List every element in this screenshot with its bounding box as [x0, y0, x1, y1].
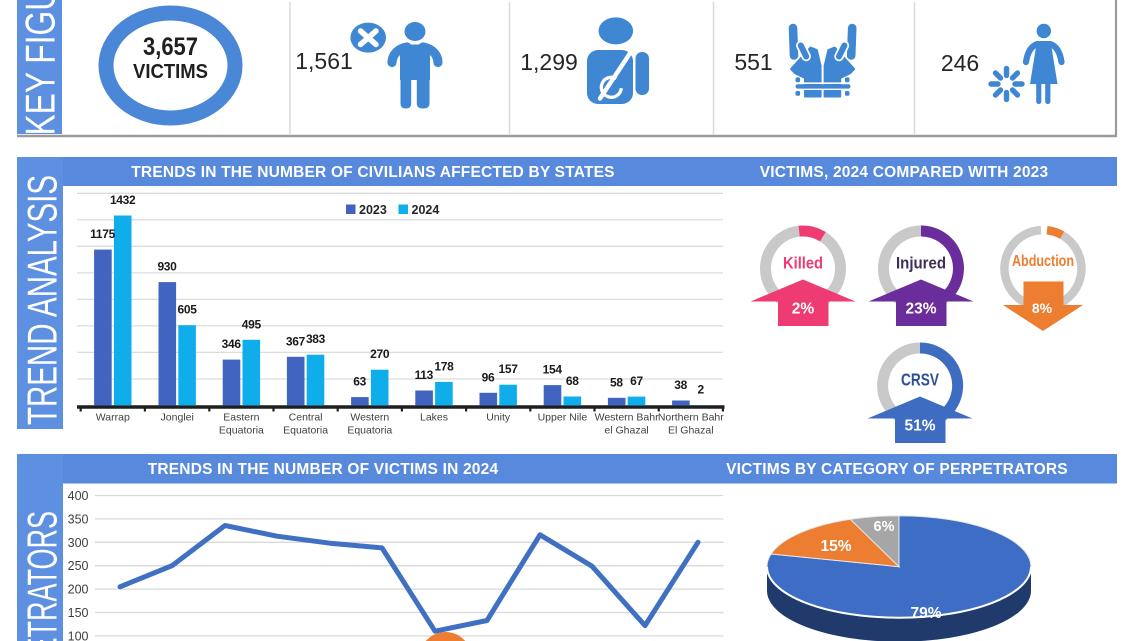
svg-text:1,561: 1,561: [295, 48, 353, 74]
svg-text:Northern Bahr: Northern Bahr: [658, 412, 724, 424]
svg-text:51%: 51%: [904, 418, 935, 435]
svg-text:Unity: Unity: [486, 412, 511, 424]
svg-text:15%: 15%: [820, 538, 851, 555]
svg-text:KEY FIGURES: KEY FIGURES: [17, 0, 64, 136]
svg-text:157: 157: [499, 362, 519, 376]
svg-text:6%: 6%: [874, 519, 895, 535]
svg-text:2%: 2%: [792, 301, 815, 318]
svg-text:930: 930: [157, 260, 177, 274]
svg-text:58: 58: [610, 375, 623, 389]
svg-text:Injured: Injured: [896, 254, 946, 273]
svg-text:551: 551: [734, 49, 772, 75]
svg-text:96: 96: [482, 370, 495, 384]
svg-text:250: 250: [68, 559, 89, 573]
svg-text:el Ghazal: el Ghazal: [604, 425, 648, 437]
svg-text:Equatoria: Equatoria: [347, 425, 392, 437]
svg-text:38: 38: [674, 378, 687, 392]
svg-text:El Ghazal: El Ghazal: [668, 425, 714, 437]
svg-text:63: 63: [353, 375, 366, 389]
svg-text:1,299: 1,299: [520, 49, 578, 75]
svg-text:67: 67: [630, 374, 643, 388]
svg-text:383: 383: [306, 332, 326, 346]
svg-text:Killed: Killed: [783, 254, 823, 273]
svg-text:VICTIMS, 2024 COMPARED WITH 20: VICTIMS, 2024 COMPARED WITH 2023: [760, 164, 1049, 181]
svg-text:Warrap: Warrap: [96, 412, 130, 424]
svg-text:TREND ANALYSIS: TREND ANALYSIS: [19, 175, 66, 425]
svg-text:VICTIMS: VICTIMS: [133, 61, 208, 83]
svg-text:495: 495: [242, 317, 262, 331]
svg-text:TRENDS IN THE NUMBER OF VICTIM: TRENDS IN THE NUMBER OF VICTIMS IN 2024: [148, 461, 499, 478]
svg-text:400: 400: [68, 489, 89, 503]
svg-text:1432: 1432: [110, 193, 136, 207]
svg-text:346: 346: [222, 337, 242, 351]
svg-text:Eastern: Eastern: [223, 412, 259, 424]
svg-text:178: 178: [434, 359, 454, 373]
svg-text:Jonglei: Jonglei: [161, 412, 194, 424]
svg-text:79%: 79%: [910, 605, 941, 622]
svg-text:350: 350: [68, 512, 89, 526]
svg-text:3,657: 3,657: [143, 33, 198, 61]
svg-text:300: 300: [68, 536, 89, 550]
svg-text:TRENDS IN THE NUMBER OF CIVILI: TRENDS IN THE NUMBER OF CIVILIANS AFFECT…: [131, 164, 614, 181]
svg-text:154: 154: [543, 363, 563, 377]
svg-text:246: 246: [941, 50, 979, 76]
svg-text:Western Bahr: Western Bahr: [595, 412, 660, 424]
svg-text:Equatoria: Equatoria: [219, 425, 264, 437]
svg-text:367: 367: [286, 334, 306, 348]
svg-text:VICTIMS BY CATEGORY OF PERPETR: VICTIMS BY CATEGORY OF PERPETRATORS: [726, 461, 1068, 478]
svg-text:Abduction: Abduction: [1012, 253, 1074, 270]
svg-text:2023: 2023: [359, 203, 387, 217]
svg-text:2: 2: [698, 383, 705, 397]
svg-text:1175: 1175: [90, 227, 115, 241]
svg-text:PERPETRATORS: PERPETRATORS: [19, 511, 66, 641]
svg-text:CRSV: CRSV: [901, 370, 939, 390]
svg-text:8%: 8%: [1032, 300, 1053, 316]
svg-text:113: 113: [415, 368, 434, 382]
svg-text:23%: 23%: [905, 301, 936, 318]
svg-text:200: 200: [68, 583, 89, 597]
svg-text:100: 100: [68, 629, 89, 641]
svg-text:Lakes: Lakes: [420, 412, 448, 424]
svg-text:Equatoria: Equatoria: [283, 425, 328, 437]
svg-text:150: 150: [68, 606, 89, 620]
svg-text:605: 605: [178, 303, 198, 317]
svg-text:68: 68: [566, 374, 579, 388]
svg-text:270: 270: [370, 347, 390, 361]
svg-text:2024: 2024: [412, 203, 440, 217]
svg-text:Western: Western: [350, 412, 389, 424]
svg-text:Central: Central: [289, 412, 323, 424]
svg-text:Upper Nile: Upper Nile: [538, 412, 588, 424]
